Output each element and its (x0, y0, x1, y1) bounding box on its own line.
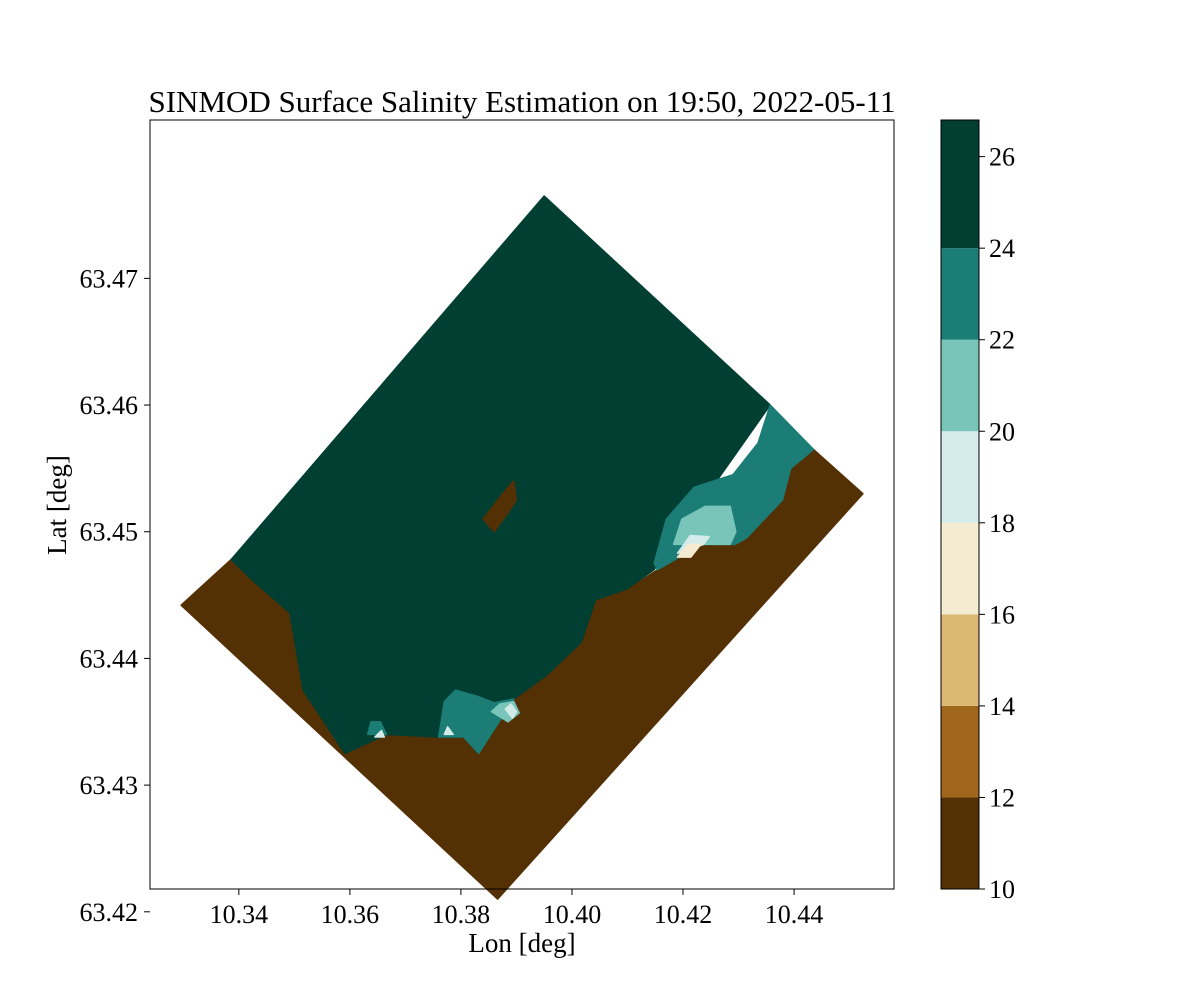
plot-area (149, 119, 895, 900)
salinity-region-8 (504, 703, 518, 719)
y-axis-label: Lat [deg] (42, 455, 72, 555)
salinity-regions (180, 195, 864, 900)
colorbar-tick-label: 12 (989, 783, 1015, 812)
colorbar-band-5 (941, 339, 979, 432)
colorbar-tick-label: 18 (989, 509, 1015, 538)
y-axis-ticks: 63.42 63.43 63.44 63.45 63.46 63.47 (80, 264, 150, 927)
y-tick-label: 63.43 (80, 771, 139, 800)
colorbar-band-4 (941, 431, 979, 523)
colorbar-tick-label: 14 (989, 692, 1015, 721)
y-tick-label: 63.42 (80, 898, 139, 927)
salinity-region-11 (443, 726, 454, 736)
y-tick-label: 63.46 (80, 391, 139, 420)
y-tick-label: 63.47 (80, 264, 139, 293)
salinity-region-10 (374, 729, 386, 738)
x-tick-label: 10.36 (321, 900, 380, 929)
colorbar-band-3 (941, 522, 979, 615)
colorbar-band-0 (941, 797, 979, 889)
colorbar-tick-label: 20 (989, 417, 1015, 446)
colorbar-frame (940, 119, 980, 890)
colorbar-band-2 (941, 614, 979, 706)
colorbar-band-7 (941, 120, 979, 249)
y-tick-label: 63.44 (80, 644, 139, 673)
salinity-region-6 (437, 689, 515, 755)
colorbar-tick-label: 22 (989, 326, 1015, 355)
salinity-region-12 (482, 480, 518, 533)
x-tick-label: 10.44 (765, 900, 824, 929)
colorbar-tick-label: 16 (989, 600, 1015, 629)
salinity-region-3 (672, 505, 737, 546)
colorbar (941, 120, 979, 889)
x-axis-ticks: 10.34 10.36 10.38 10.40 10.42 10.44 (210, 889, 824, 929)
chart-title: SINMOD Surface Salinity Estimation on 19… (148, 84, 895, 119)
colorbar-ticks: 10 12 14 16 18 20 22 24 26 (979, 143, 1015, 904)
x-tick-label: 10.34 (210, 900, 269, 929)
plot-frame (149, 119, 895, 890)
colorbar-band-1 (941, 705, 979, 798)
x-tick-label: 10.40 (543, 900, 602, 929)
x-tick-label: 10.38 (432, 900, 491, 929)
colorbar-band-6 (941, 248, 979, 340)
x-tick-label: 10.42 (654, 900, 713, 929)
colorbar-tick-label: 10 (989, 875, 1015, 904)
y-tick-label: 63.45 (80, 518, 139, 547)
x-axis-label: Lon [deg] (468, 928, 575, 958)
colorbar-tick-label: 26 (989, 143, 1015, 172)
colorbar-tick-label: 24 (989, 234, 1015, 263)
salinity-region-5 (676, 543, 702, 558)
